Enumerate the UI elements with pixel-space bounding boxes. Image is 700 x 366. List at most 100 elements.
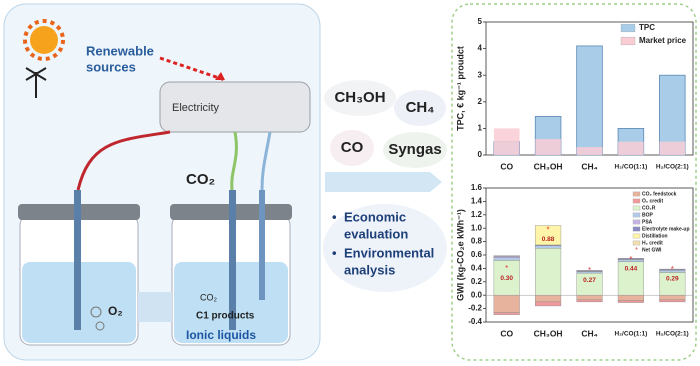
legend-swatch <box>620 23 636 33</box>
membrane-bridge <box>138 292 172 322</box>
wire <box>230 131 238 191</box>
co2-cell-label: CO₂ <box>200 292 218 302</box>
bar-segment <box>493 260 520 296</box>
ionic-label: Ionic liquids <box>186 328 256 342</box>
y-tick-label: 0.6 <box>471 250 483 259</box>
y-tick-label: 0.8 <box>471 237 483 246</box>
bar-segment <box>659 299 686 303</box>
net-marker: * <box>547 225 550 234</box>
wind-turbine <box>25 67 47 98</box>
legend-swatch <box>632 233 641 239</box>
x-tick-label: CO <box>500 328 513 338</box>
y-tick-label: -0.4 <box>468 317 482 326</box>
legend-label: TPC <box>639 23 655 32</box>
legend-label: Net GWI <box>642 247 662 253</box>
legend-label: H₂ credit <box>642 240 663 246</box>
bar-segment <box>617 295 644 301</box>
legend-marker: * <box>635 247 638 254</box>
y-tick-label: 1.6 <box>471 183 483 192</box>
bar-segment <box>659 268 686 270</box>
y-tick-label: 0.0 <box>471 290 483 299</box>
net-marker: * <box>629 255 632 264</box>
bar-segment <box>535 301 562 307</box>
bullets: • Economic evaluation • Environmental an… <box>332 209 434 277</box>
wire <box>260 131 272 191</box>
bubble <box>90 306 102 318</box>
net-label: 0.29 <box>666 275 679 282</box>
bar <box>493 128 520 155</box>
cloud <box>330 130 374 166</box>
x-tick-label: CH₄ <box>581 328 597 338</box>
bar-segment <box>493 312 520 315</box>
net-label: 0.88 <box>542 236 555 243</box>
product-label: CO <box>341 139 364 156</box>
y-tick-label: 0.2 <box>471 277 483 286</box>
bar-segment <box>535 225 562 246</box>
legend-label: Market price <box>639 36 687 45</box>
bar <box>535 139 561 155</box>
net-marker: * <box>505 264 508 273</box>
legend-label: BOP <box>642 212 654 218</box>
sun-rays <box>23 19 65 61</box>
bar-segment <box>493 255 520 257</box>
product-label: CH₃OH <box>334 89 385 106</box>
legend-swatch <box>632 205 641 211</box>
legend-label: O₂ credit <box>642 198 663 204</box>
bullet-dot: • <box>332 245 337 260</box>
bar-segment <box>576 295 603 301</box>
bar-segment <box>493 257 520 261</box>
bar-segment <box>535 295 562 303</box>
y-tick-label: 3 <box>478 70 483 79</box>
y-tick-label: 4 <box>478 44 483 53</box>
bar-segment <box>576 299 603 303</box>
y-tick-label: 1 <box>478 124 483 133</box>
y-tick-label: -0.2 <box>468 304 482 313</box>
x-tick-label: CO <box>500 161 513 171</box>
y-tick-label: 5 <box>478 17 483 26</box>
y-tick-label: 1.0 <box>471 223 483 232</box>
legend-swatch <box>632 198 641 204</box>
bar-segment <box>535 245 562 249</box>
legend-label: CO₂ feedstock <box>642 191 677 197</box>
legend-label: PSA <box>642 219 653 225</box>
bar-segment <box>576 270 603 272</box>
wire <box>76 130 171 191</box>
net-label: 0.27 <box>583 277 596 284</box>
y-tick-label: 0 <box>478 150 483 159</box>
cloud <box>324 80 396 116</box>
legend-label: Electrolyte make-up <box>642 226 690 232</box>
cloud <box>323 204 447 292</box>
net-marker: * <box>671 265 674 274</box>
net-label: 0.44 <box>625 265 638 272</box>
bubble <box>95 321 105 331</box>
sun <box>30 26 58 54</box>
legend-swatch <box>632 219 641 225</box>
bar-segment <box>659 295 686 301</box>
y-axis-label: TPC, € kg⁻¹ proudct <box>455 46 465 131</box>
x-tick-label: H₂/CO(2:1) <box>656 331 689 338</box>
charts: 0 1 2 3 4 5 TPC, € kg⁻¹ proudct CO CH₃OH CH₄ H₂/CO… <box>455 17 694 338</box>
x-tick-label: H₂/CO(1:1) <box>614 164 647 171</box>
electrode <box>74 190 81 330</box>
electrode <box>229 190 236 330</box>
bar <box>576 45 603 156</box>
x-tick-label: H₂/CO(1:1) <box>614 331 647 338</box>
legend-swatch <box>632 226 641 232</box>
legend-swatch <box>620 36 636 46</box>
right-panel <box>451 3 697 361</box>
bullet-dot: • <box>332 209 337 224</box>
x-tick-label: H₂/CO(2:1) <box>656 164 689 171</box>
electricity-label: Electricity <box>172 102 220 114</box>
bar-segment <box>493 295 520 313</box>
renewable-label: sources <box>86 59 136 74</box>
net-marker: * <box>588 266 591 275</box>
flow-arrow <box>325 172 442 192</box>
arrow-head <box>215 72 225 80</box>
cloud <box>394 90 446 126</box>
electrode <box>259 190 265 300</box>
legend-swatch <box>632 191 641 197</box>
bar <box>618 141 644 155</box>
x-tick-label: CH₃OH <box>534 328 563 338</box>
c1-label: C1 products <box>196 311 255 322</box>
